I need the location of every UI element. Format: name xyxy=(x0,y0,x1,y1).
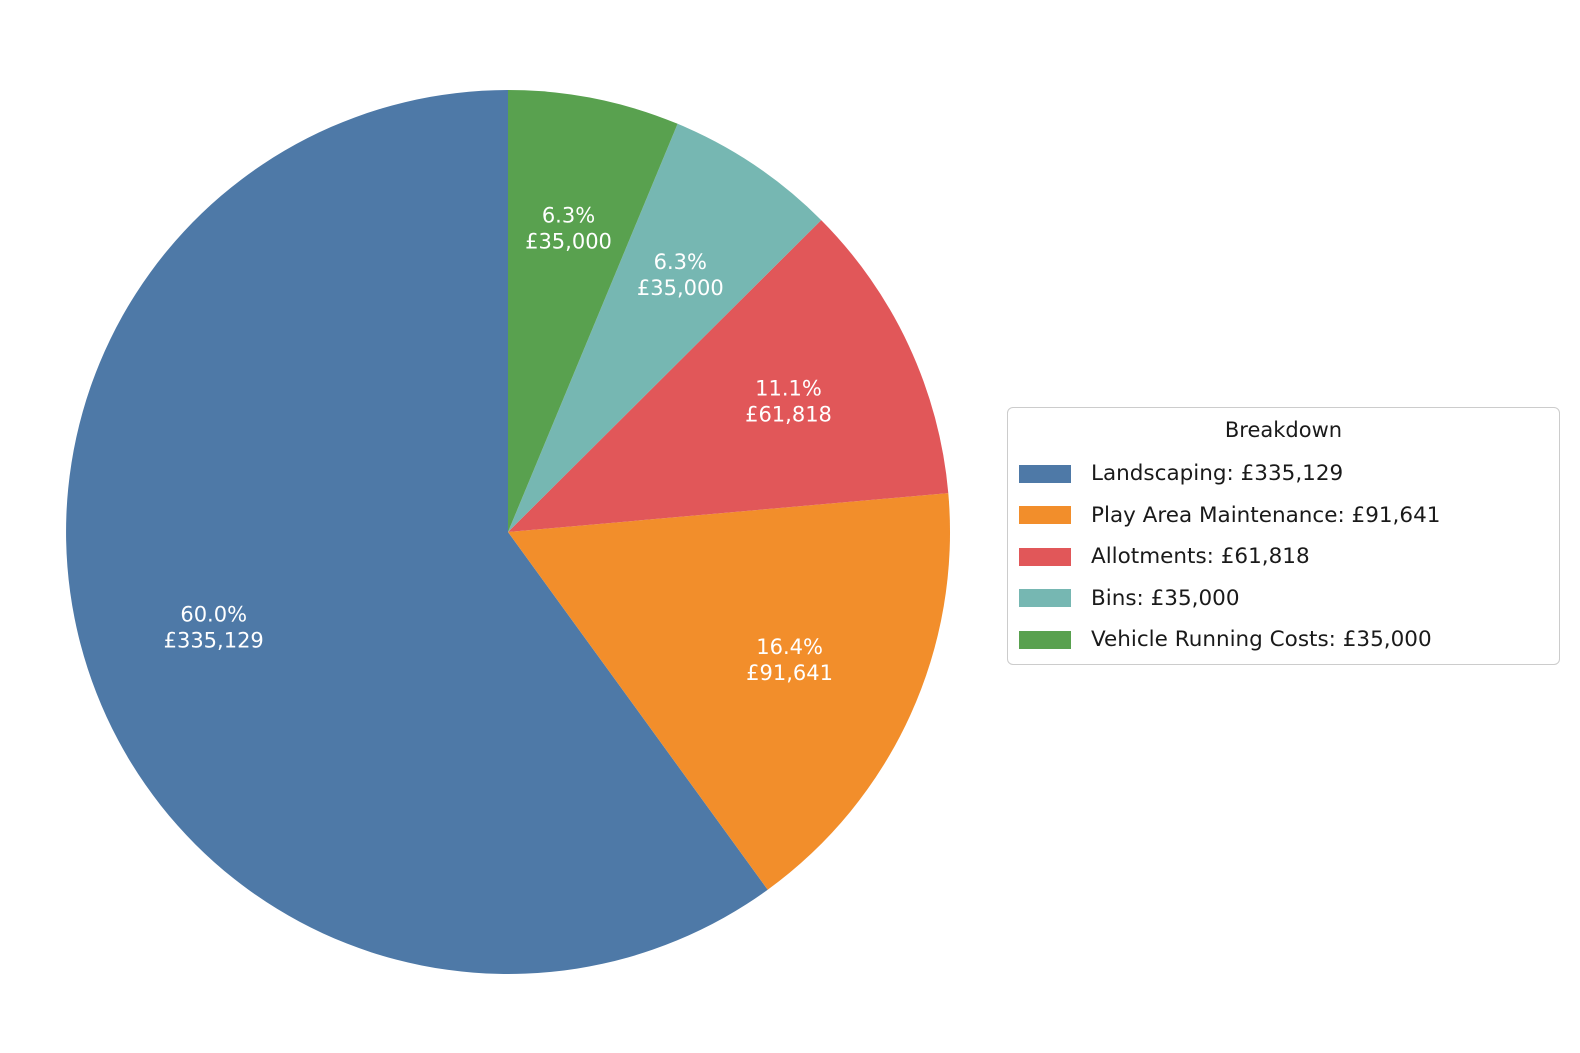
legend-item-landscaping: Landscaping: £335,129 xyxy=(1008,453,1559,495)
pie-slice-bins xyxy=(508,123,822,533)
legend-swatch xyxy=(1019,589,1071,608)
legend: Breakdown Landscaping: £335,129 Play Area… xyxy=(1007,407,1560,665)
pie-slice-allotments xyxy=(508,220,949,532)
legend-item-label: Landscaping: £335,129 xyxy=(1091,461,1344,487)
pie-slice-label: 60.0% xyxy=(180,603,247,627)
legend-swatch xyxy=(1019,464,1071,483)
pie-slice-label: £35,000 xyxy=(525,230,612,254)
legend-swatch xyxy=(1019,630,1071,649)
pie-slice-landscaping xyxy=(66,90,768,975)
pie-slice-label: £61,818 xyxy=(745,402,832,426)
pie-slice-label: £35,000 xyxy=(637,276,724,300)
legend-items: Landscaping: £335,129 Play Area Maintenan… xyxy=(1008,453,1559,661)
pie-slice-label: £335,129 xyxy=(164,629,264,653)
legend-item-label: Allotments: £61,818 xyxy=(1091,544,1310,570)
legend-item-label: Play Area Maintenance: £91,641 xyxy=(1091,502,1441,528)
pie-slice-label: 11.1% xyxy=(755,376,822,400)
pie-slice-label: 16.4% xyxy=(756,635,823,659)
legend-item-allotments: Allotments: £61,818 xyxy=(1008,536,1559,578)
legend-title: Breakdown xyxy=(1224,418,1343,442)
legend-item-label: Vehicle Running Costs: £35,000 xyxy=(1091,627,1432,653)
legend-swatch xyxy=(1019,506,1071,525)
pie-slice-label: 6.3% xyxy=(542,204,595,228)
legend-item-label: Bins: £35,000 xyxy=(1091,585,1240,611)
legend-swatch xyxy=(1019,547,1071,566)
pie-slice-vehicle-running-costs xyxy=(508,89,678,532)
pie-slice-label: £91,641 xyxy=(746,661,833,685)
legend-item-play-area-maintenance: Play Area Maintenance: £91,641 xyxy=(1008,495,1559,537)
legend-item-vehicle-running-costs: Vehicle Running Costs: £35,000 xyxy=(1008,619,1559,661)
legend-item-bins: Bins: £35,000 xyxy=(1008,578,1559,620)
pie-slice-label: 6.3% xyxy=(654,250,707,274)
pie-slice-play-area-maintenance xyxy=(508,493,951,890)
